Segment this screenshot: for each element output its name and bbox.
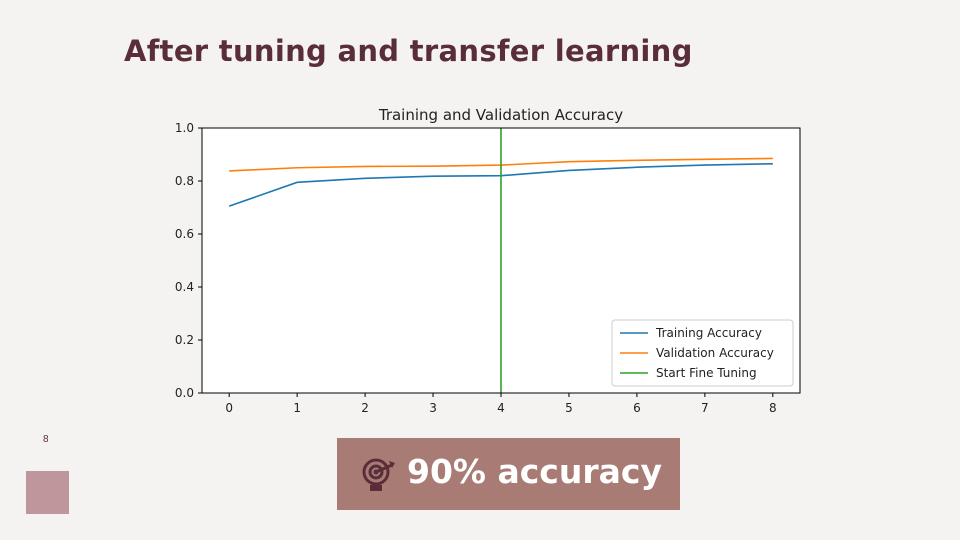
- legend-label: Validation Accuracy: [656, 346, 774, 360]
- x-tick-label: 8: [769, 401, 777, 415]
- target-icon: [362, 458, 395, 491]
- y-tick-label: 0.0: [175, 386, 194, 400]
- callout-text: 90% accuracy: [407, 452, 662, 491]
- x-tick-label: 6: [633, 401, 641, 415]
- y-tick-label: 0.8: [175, 174, 194, 188]
- accuracy-callout: 90% accuracy: [337, 438, 680, 510]
- decorative-square: [26, 471, 69, 514]
- chart-title: Training and Validation Accuracy: [378, 106, 623, 124]
- y-tick-label: 0.4: [175, 280, 194, 294]
- y-tick-label: 1.0: [175, 121, 194, 135]
- page-number: 8: [43, 434, 49, 445]
- x-tick-label: 1: [293, 401, 301, 415]
- x-tick-label: 4: [497, 401, 505, 415]
- y-tick-label: 0.2: [175, 333, 194, 347]
- chart-svg: Training and Validation Accuracy 0 1 2 3 4 5 6 7…: [175, 106, 801, 415]
- slide-title: After tuning and transfer learning: [124, 34, 693, 68]
- x-tick-label: 3: [429, 401, 437, 415]
- x-tick-label: 7: [701, 401, 709, 415]
- y-tick-label: 0.6: [175, 227, 194, 241]
- legend-label: Training Accuracy: [655, 326, 762, 340]
- x-tick-label: 5: [565, 401, 573, 415]
- x-tick-label: 2: [361, 401, 369, 415]
- x-tick-label: 0: [225, 401, 233, 415]
- legend-label: Start Fine Tuning: [656, 366, 757, 380]
- plot-frame: [201, 127, 801, 394]
- legend-box: [611, 319, 794, 387]
- accuracy-chart: Training and Validation Accuracy 0 1 2 3 4 5 6 7…: [150, 98, 830, 428]
